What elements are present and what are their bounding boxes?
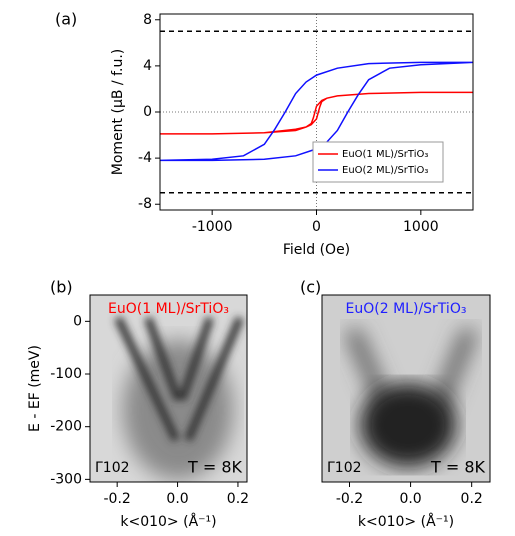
x-tick-label: 0.0 xyxy=(166,491,188,507)
legend-box xyxy=(312,141,444,183)
plot-frame xyxy=(321,294,491,483)
plot-frame xyxy=(89,294,248,483)
arpes-image-b xyxy=(90,295,247,482)
plot-frame xyxy=(159,13,474,211)
x-tick-label: -0.2 xyxy=(336,491,363,507)
panel-label: (c) xyxy=(300,278,321,297)
panel-label: (b) xyxy=(50,278,73,297)
x-tick-label: 0 xyxy=(312,219,321,235)
point-label: Γ102 xyxy=(327,460,362,476)
panel-label: (a) xyxy=(55,10,77,29)
x-tick-label: 1000 xyxy=(403,219,439,235)
x-axis-label: k<010> (Å⁻¹) xyxy=(358,513,454,530)
y-tick-label: -100 xyxy=(50,366,82,382)
sample-label: EuO(2 ML)/SrTiO₃ xyxy=(346,301,467,317)
y-tick-label: -4 xyxy=(138,150,152,166)
x-axis-label: k<010> (Å⁻¹) xyxy=(120,513,216,530)
y-tick-label: 8 xyxy=(143,12,152,28)
x-tick-label: 0.2 xyxy=(227,491,249,507)
x-tick-label: 0.0 xyxy=(399,491,421,507)
y-axis-label: Moment (μB / f.u.) xyxy=(110,49,126,175)
x-tick-label: -0.2 xyxy=(104,491,131,507)
y-tick-label: -300 xyxy=(50,471,82,487)
x-tick-label: -1000 xyxy=(192,219,233,235)
y-tick-label: 4 xyxy=(143,58,152,74)
legend-label: EuO(1 ML)/SrTiO₃ xyxy=(342,149,428,160)
series-line xyxy=(160,91,473,135)
x-tick-label: 0.2 xyxy=(461,491,483,507)
y-tick-label: 0 xyxy=(143,104,152,120)
sample-label: EuO(1 ML)/SrTiO₃ xyxy=(108,301,229,317)
point-label: Γ102 xyxy=(95,460,130,476)
y-tick-label: -200 xyxy=(50,419,82,435)
y-tick-label: -8 xyxy=(138,196,152,212)
legend-label: EuO(2 ML)/SrTiO₃ xyxy=(342,165,428,176)
y-axis-label: E - EF (meV) xyxy=(27,345,43,432)
temperature-label: T = 8K xyxy=(187,458,243,477)
x-axis-label: Field (Oe) xyxy=(283,242,350,258)
y-tick-label: 0 xyxy=(73,313,82,329)
arpes-image-c xyxy=(322,295,490,482)
temperature-label: T = 8K xyxy=(430,458,486,477)
